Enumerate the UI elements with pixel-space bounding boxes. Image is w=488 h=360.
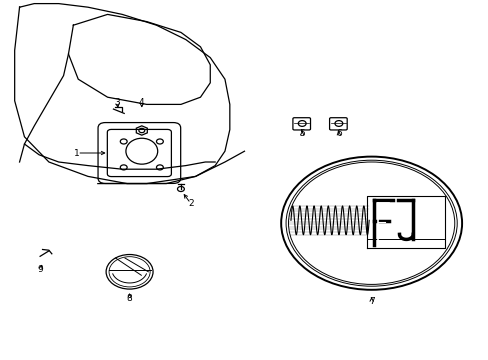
Text: 2: 2	[187, 199, 193, 208]
Text: 6: 6	[335, 129, 341, 138]
Text: 1: 1	[74, 149, 80, 158]
Text: 3: 3	[114, 98, 120, 107]
Text: 9: 9	[37, 266, 43, 274]
Text: 4: 4	[139, 98, 144, 107]
Text: 5: 5	[299, 129, 305, 138]
Text: 8: 8	[126, 294, 132, 302]
Text: 7: 7	[368, 297, 374, 306]
